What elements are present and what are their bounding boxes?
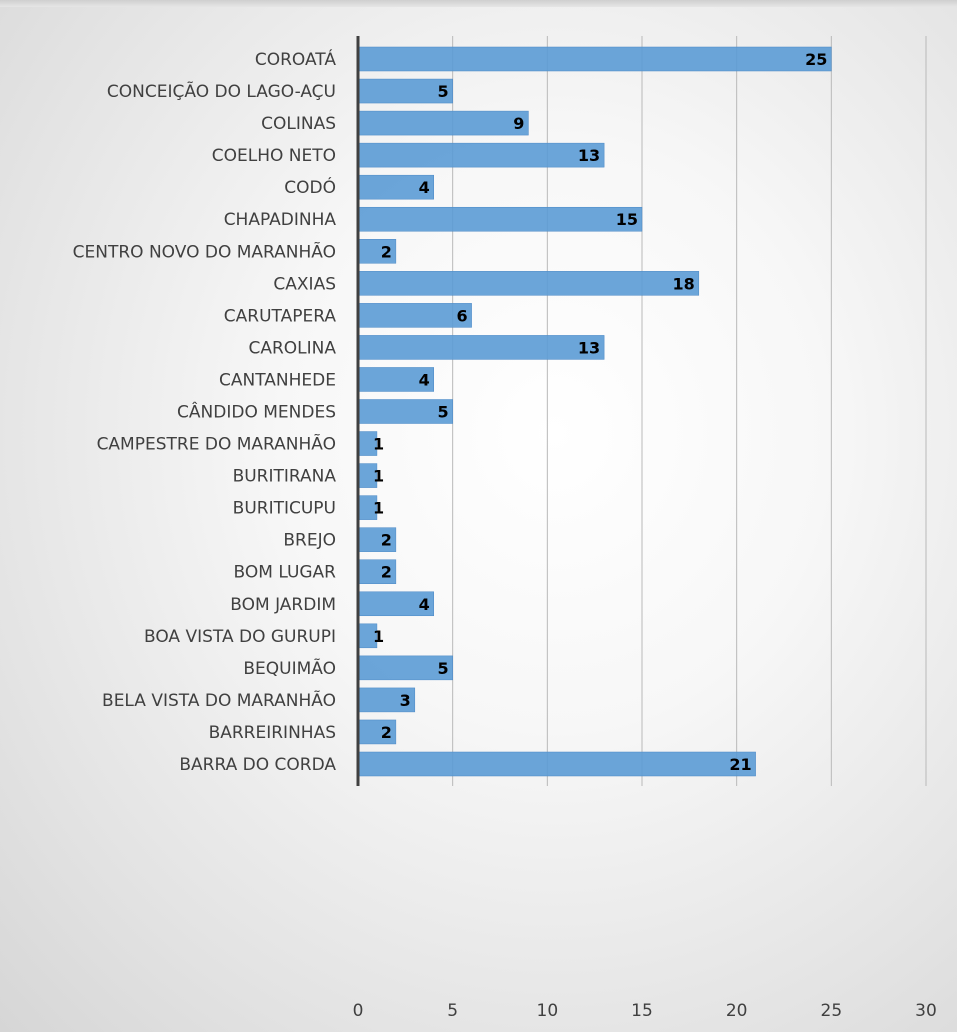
category-label: CAMPESTRE DO MARANHÃO: [97, 433, 336, 455]
category-label: BARREIRINHAS: [209, 723, 336, 743]
data-label: 4: [419, 595, 430, 614]
category-label: CAXIAS: [273, 274, 336, 294]
bar: [357, 46, 832, 72]
bar: [357, 142, 605, 168]
category-label: CENTRO NOVO DO MARANHÃO: [73, 240, 336, 262]
data-label: 2: [381, 531, 392, 550]
data-label: 25: [805, 50, 827, 69]
x-tick-label: 15: [631, 1001, 653, 1021]
category-label: BREJO: [283, 531, 336, 551]
data-label: 4: [419, 178, 430, 197]
category-label: BOA VISTA DO GURUPI: [144, 627, 336, 647]
category-label: BOM LUGAR: [234, 563, 337, 583]
category-label: CAROLINA: [248, 338, 336, 358]
bar: [357, 335, 605, 360]
x-tick-label: 10: [537, 1001, 559, 1021]
bar: [357, 110, 529, 136]
bar: [357, 751, 756, 777]
bar: [357, 239, 397, 264]
category-label: CODÓ: [284, 176, 336, 198]
bar: [357, 174, 434, 200]
category-label: BELA VISTA DO MARANHÃO: [102, 689, 336, 711]
x-tick-label: 5: [447, 1001, 458, 1021]
category-label: COROATÁ: [255, 48, 337, 70]
data-label: 1: [373, 435, 384, 454]
bar: [357, 591, 434, 617]
data-label: 6: [456, 306, 467, 325]
data-label: 15: [616, 210, 638, 229]
data-label: 9: [513, 114, 524, 133]
data-label: 2: [381, 723, 392, 742]
category-label: CARUTAPERA: [224, 306, 337, 326]
data-label: 5: [438, 659, 449, 678]
category-label: CHAPADINHA: [224, 210, 337, 230]
data-label: 21: [729, 755, 751, 774]
bar: [357, 527, 397, 552]
category-label: BARRA DO CORDA: [179, 755, 336, 775]
bar: [357, 78, 453, 104]
data-label: 2: [381, 242, 392, 261]
x-tick-label: 20: [726, 1001, 748, 1021]
data-label: 1: [373, 627, 384, 646]
bar: [357, 559, 397, 584]
data-label: 1: [373, 467, 384, 486]
data-label: 13: [578, 338, 600, 357]
category-label: BURITIRANA: [233, 467, 337, 487]
category-label: COLINAS: [261, 114, 336, 134]
top-border: [0, 0, 957, 7]
data-label: 18: [673, 274, 695, 293]
bar: [357, 303, 472, 328]
bar: [357, 271, 700, 296]
bar: [357, 655, 453, 681]
data-label: 13: [578, 146, 600, 165]
category-label: BURITICUPU: [233, 499, 336, 519]
category-label: BEQUIMÃO: [243, 657, 336, 679]
bar: [357, 206, 643, 232]
data-label: 2: [381, 563, 392, 582]
category-label: CANTANHEDE: [219, 370, 336, 390]
x-tick-label: 0: [353, 1001, 364, 1021]
bar: [357, 399, 453, 424]
category-label: BOM JARDIM: [230, 595, 336, 615]
data-label: 5: [438, 403, 449, 422]
category-label: COELHO NETO: [212, 146, 336, 166]
bars: [357, 46, 832, 777]
data-label: 4: [419, 370, 430, 389]
data-label: 1: [373, 499, 384, 518]
data-label: 5: [438, 82, 449, 101]
category-label: CÂNDIDO MENDES: [177, 401, 336, 423]
category-label: CONCEIÇÃO DO LAGO-AÇU: [107, 80, 336, 102]
x-tick-label: 30: [915, 1001, 937, 1021]
data-label: 3: [400, 691, 411, 710]
x-tick-label: 25: [821, 1001, 843, 1021]
